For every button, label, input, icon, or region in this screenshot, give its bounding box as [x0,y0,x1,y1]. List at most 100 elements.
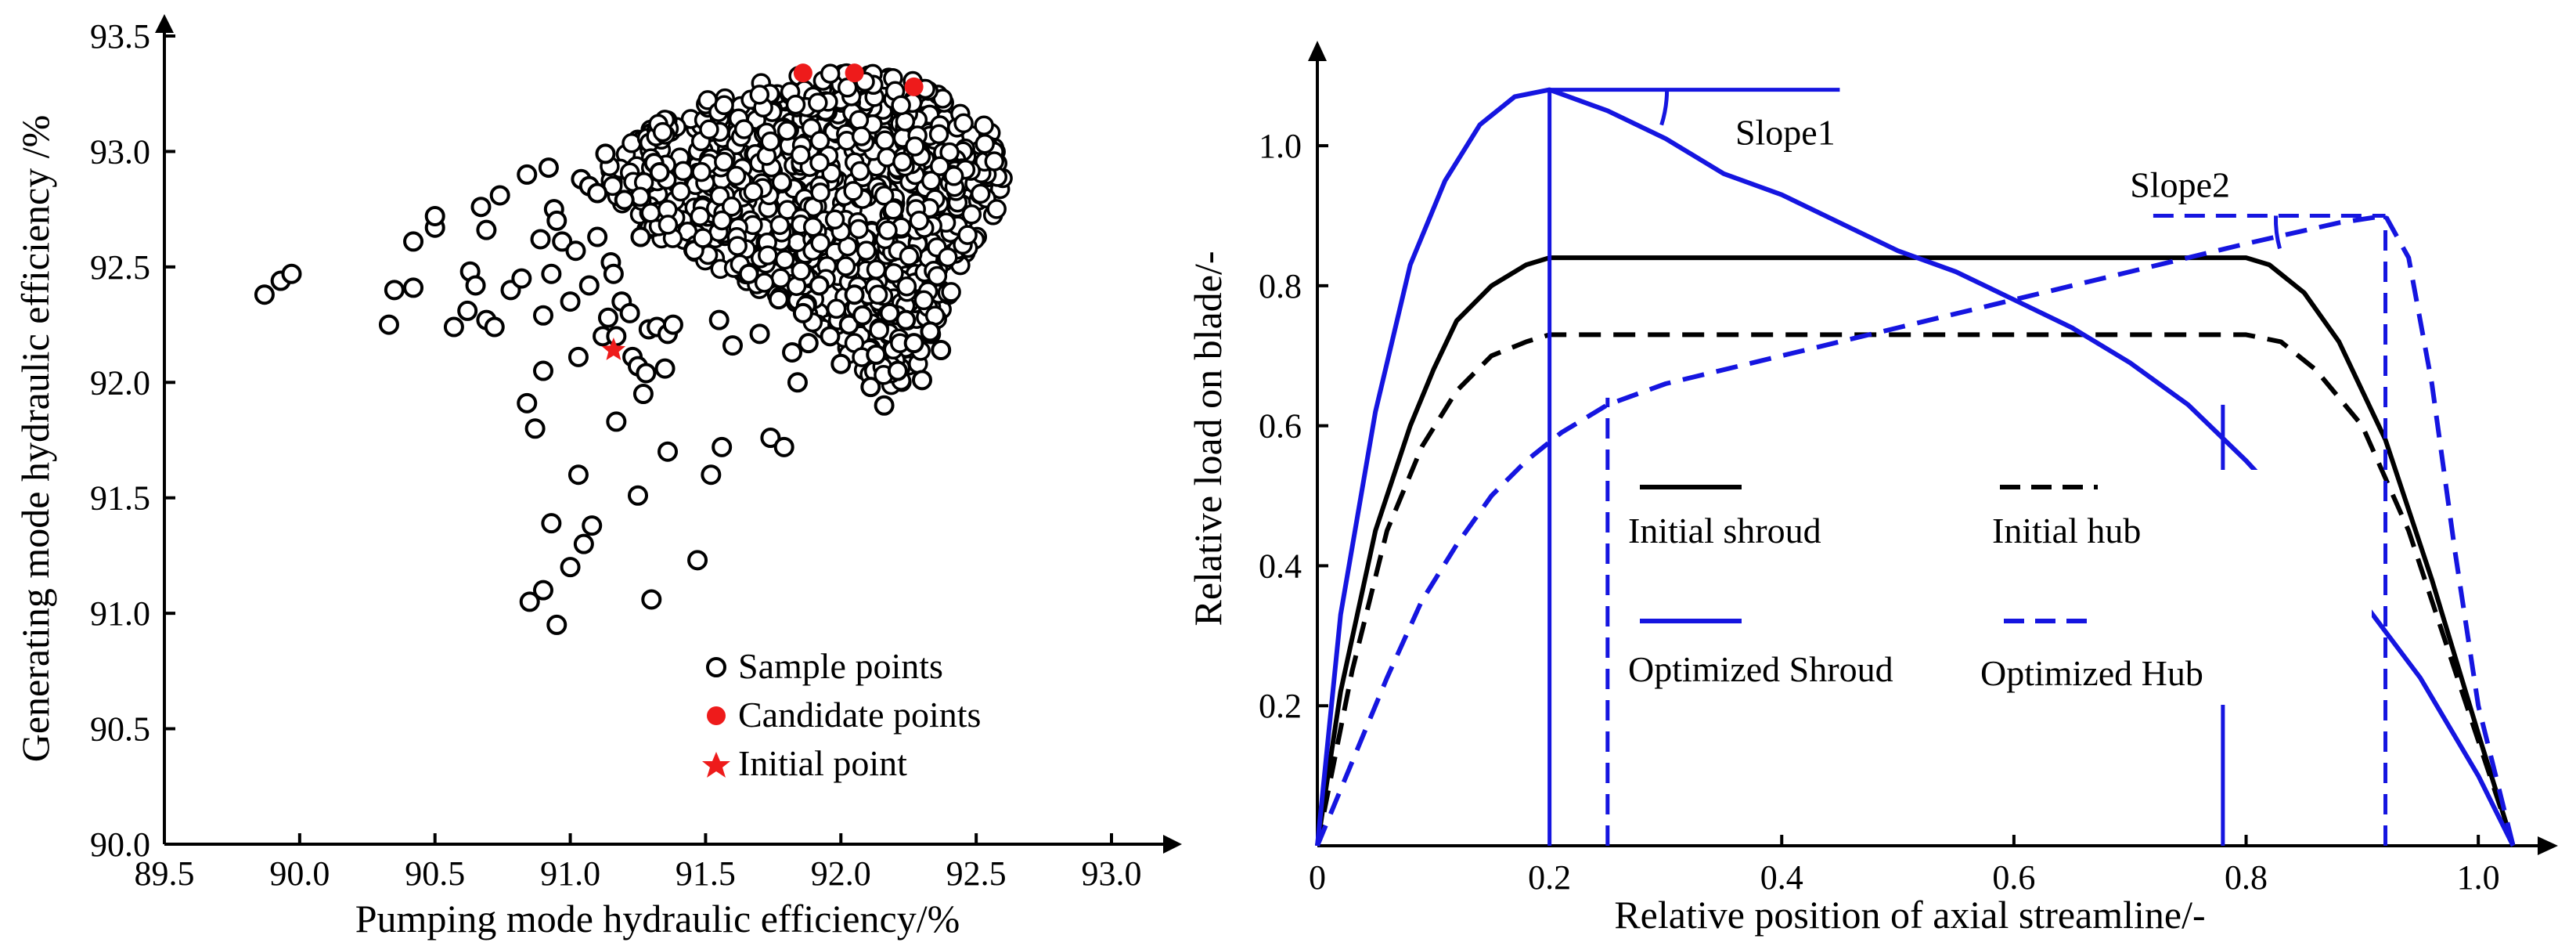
sample-point [790,145,811,165]
slope2-arc [2273,215,2282,250]
sample-point [738,263,759,284]
sample-point [708,309,730,330]
scatter-x-tick-label: 92.5 [946,854,1007,893]
scatter-y-tick-label: 90.5 [90,710,150,749]
sample-point [541,513,562,534]
scatter-x-axis-arrow [1163,835,1182,854]
scatter-x-tick-label: 91.0 [540,854,600,893]
sample-point [782,341,803,363]
initial-point [601,338,626,360]
candidate-point [904,77,924,96]
sample-point [866,344,887,365]
sample-point [809,275,830,296]
sample-point [489,185,510,206]
series-optimized-hub [1315,213,2516,847]
sample-point [792,302,813,323]
sample-point [913,290,935,311]
sample-point [603,263,624,284]
sample-point [670,181,691,202]
sample-point [887,360,908,381]
legend-marker-sample [706,657,726,677]
sample-point [749,323,770,345]
sample-points [254,143,952,635]
sample-point [403,277,424,298]
sample-point [896,276,917,297]
sample-point [774,249,795,270]
sample-point [519,591,540,612]
sample-point [567,464,589,486]
sample-point [768,289,789,310]
line-chart: 0 0.2 0.4 0.6 0.8 1.0 0.2 0.4 0.6 0.8 1.0 Relativ… [1186,41,2558,937]
sample-point [726,165,747,186]
sample-point [903,333,924,354]
sample-point [587,182,608,204]
sample-point [830,353,852,374]
sample-point [606,411,627,432]
sample-point [941,282,961,302]
sample-point [673,161,694,182]
scatter-y-tick-label: 91.0 [90,594,150,633]
sample-point [844,284,865,305]
sample-point [773,436,794,457]
sample-point [866,259,887,280]
sample-point [760,428,781,449]
sample-point [961,204,982,225]
sample-point [974,115,994,135]
sample-point [802,216,823,237]
sample-point [457,300,478,321]
sample-point [714,151,734,172]
scatter-x-tick-label: 91.5 [676,854,736,893]
sample-point [785,94,806,115]
sample-point [867,284,888,305]
sample-point [632,384,654,405]
sample-point [619,302,640,323]
line-x-tick-label: 0.8 [2225,858,2268,897]
scatter-x-ticks: 89.5 90.0 90.5 91.0 91.5 92.0 92.5 93.0 [135,833,1142,893]
sample-point [754,273,775,293]
sample-point [808,92,828,113]
sample-point [662,314,683,335]
scatter-y-tick-label: 91.5 [90,479,150,518]
sample-point [787,372,808,393]
sample-point [877,220,898,240]
sample-point [758,245,778,265]
sample-point [614,190,635,211]
sample-point [658,441,679,462]
sample-point [582,515,603,536]
slope1-label: Slope1 [1735,113,1836,153]
line-x-tick-label: 0.6 [1992,858,2035,897]
sample-point [856,240,877,261]
series-initial-shroud [1315,255,2516,847]
sample-point [546,614,567,635]
sample-point [957,225,978,245]
sample-point [552,231,573,252]
sample-point [567,346,589,367]
series-optimized-shroud [1315,87,2516,847]
scatter-chart: 89.5 90.0 90.5 91.0 91.5 92.0 92.5 93.0 90.090.… [13,14,1182,941]
sample-point [541,263,562,284]
sample-point [641,589,662,610]
sample-point [465,275,486,296]
slope2-label: Slope2 [2130,164,2230,204]
sample-point [721,197,742,217]
initial-point-star [601,338,626,360]
sample-point [654,358,676,379]
sample-point [895,111,916,132]
slope-annotations: Slope1 Slope2 [1549,88,2386,250]
sample-point [848,110,870,130]
sample-point [597,307,618,328]
sample-point [630,226,651,247]
line-x-tick-label: 0.2 [1528,858,1571,897]
sample-point [874,395,895,416]
sample-point [760,131,781,152]
sample-point [929,156,950,176]
line-y-tick-label: 0.8 [1259,267,1302,305]
scatter-y-tick-label: 90.0 [90,825,150,864]
sample-point [690,206,711,226]
sample-point [538,157,559,179]
sample-point [511,268,532,289]
sample-point [424,205,445,226]
sample-point [727,236,748,256]
sample-point [546,210,567,231]
sample-point [835,256,856,276]
